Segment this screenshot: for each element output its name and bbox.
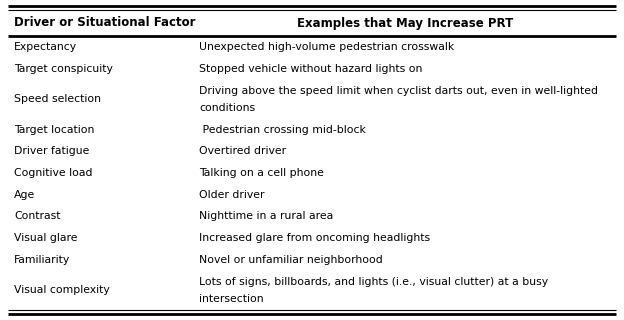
Text: intersection: intersection [200, 294, 264, 304]
Text: Speed selection: Speed selection [14, 94, 101, 104]
Text: Driving above the speed limit when cyclist darts out, even in well-lighted: Driving above the speed limit when cycli… [200, 85, 598, 96]
Text: Familiarity: Familiarity [14, 255, 71, 265]
Text: Target location: Target location [14, 124, 94, 134]
Text: Pedestrian crossing mid-block: Pedestrian crossing mid-block [200, 124, 366, 134]
Text: conditions: conditions [200, 103, 256, 113]
Text: Lots of signs, billboards, and lights (i.e., visual clutter) at a busy: Lots of signs, billboards, and lights (i… [200, 277, 548, 287]
Text: Talking on a cell phone: Talking on a cell phone [200, 168, 324, 178]
Text: Older driver: Older driver [200, 190, 265, 200]
Text: Contrast: Contrast [14, 212, 61, 221]
Text: Target conspicuity: Target conspicuity [14, 64, 113, 74]
Text: Novel or unfamiliar neighborhood: Novel or unfamiliar neighborhood [200, 255, 383, 265]
Text: Unexpected high-volume pedestrian crosswalk: Unexpected high-volume pedestrian crossw… [200, 42, 455, 52]
Text: Nighttime in a rural area: Nighttime in a rural area [200, 212, 334, 221]
Text: Visual complexity: Visual complexity [14, 285, 110, 295]
Text: Driver or Situational Factor: Driver or Situational Factor [14, 17, 195, 29]
Text: Increased glare from oncoming headlights: Increased glare from oncoming headlights [200, 233, 431, 243]
Text: Driver fatigue: Driver fatigue [14, 146, 89, 156]
Text: Overtired driver: Overtired driver [200, 146, 286, 156]
Text: Age: Age [14, 190, 35, 200]
Text: Visual glare: Visual glare [14, 233, 77, 243]
Text: Cognitive load: Cognitive load [14, 168, 92, 178]
Text: Examples that May Increase PRT: Examples that May Increase PRT [296, 17, 513, 29]
Text: Expectancy: Expectancy [14, 42, 77, 52]
Text: Stopped vehicle without hazard lights on: Stopped vehicle without hazard lights on [200, 64, 423, 74]
